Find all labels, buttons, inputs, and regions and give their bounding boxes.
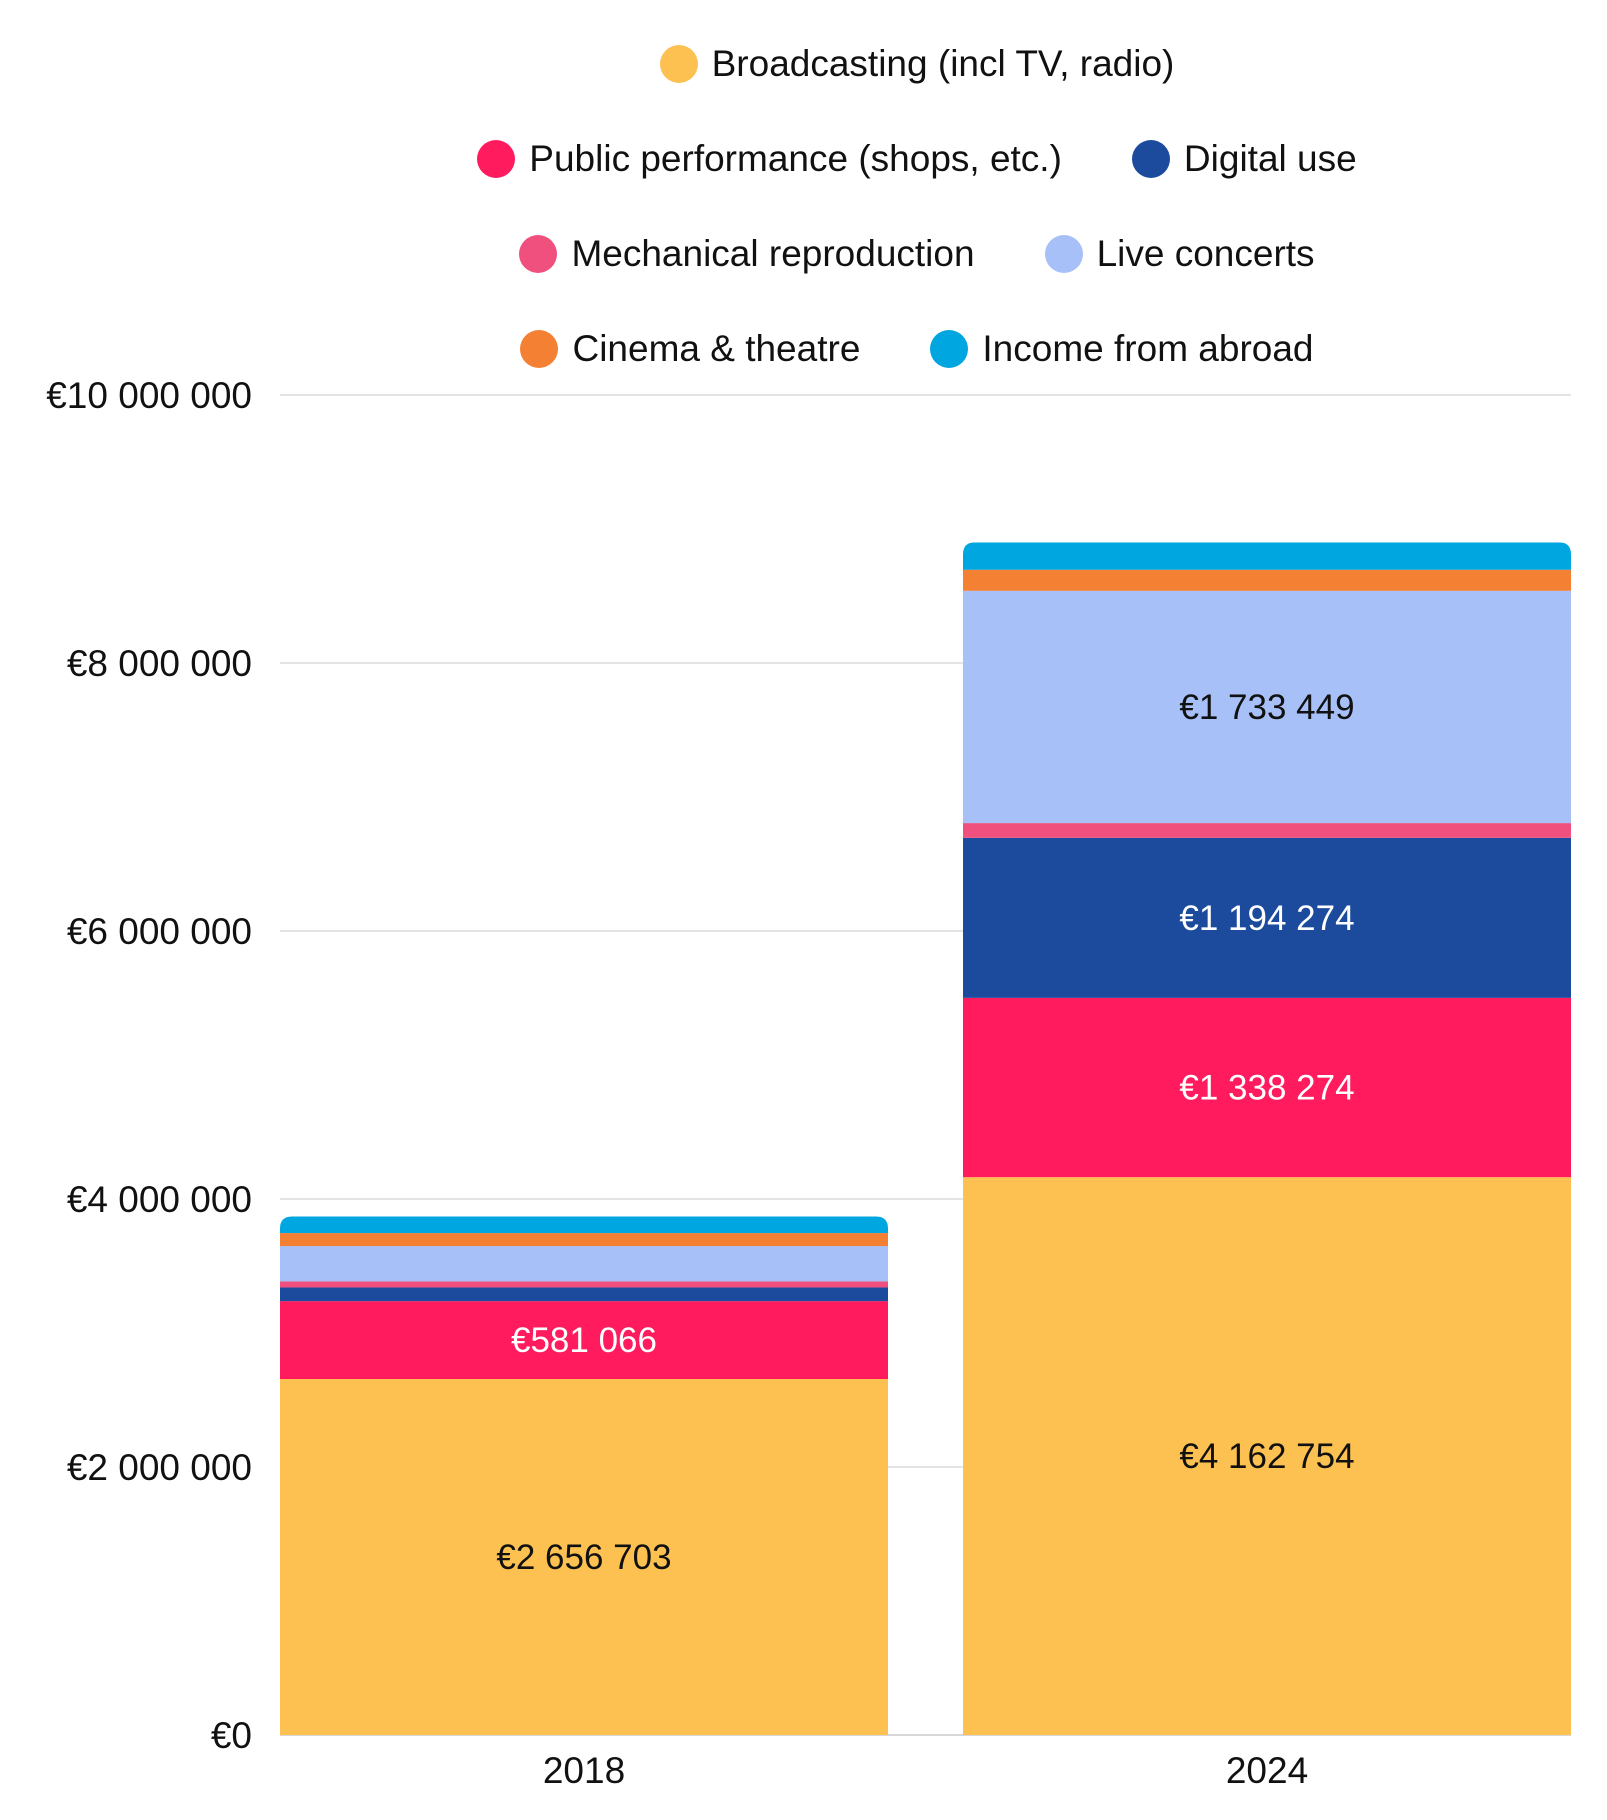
legend-label: Cinema & theatre	[572, 327, 861, 369]
bar-segment-2018-5[interactable]	[280, 1233, 888, 1247]
y-tick-label: €8 000 000	[67, 643, 252, 684]
legend-item-public-performance[interactable]: Public performance (shops, etc.)	[477, 138, 1062, 180]
bar-2018	[280, 1216, 888, 1735]
y-tick-label: €6 000 000	[67, 911, 252, 952]
legend-label: Public performance (shops, etc.)	[529, 137, 1062, 179]
legend-row: Mechanical reproduction Live concerts	[519, 206, 1315, 301]
data-label: €581 066	[511, 1321, 657, 1360]
legend-dot-icon	[1131, 139, 1170, 178]
data-label: €4 162 754	[1179, 1437, 1354, 1476]
bar-2024	[963, 542, 1571, 1735]
legend-item-live-concerts[interactable]: Live concerts	[1044, 232, 1315, 275]
legend-row: Broadcasting (incl TV, radio)	[659, 16, 1175, 111]
y-tick-label: €10 000 000	[46, 375, 252, 416]
x-tick-label: 2024	[1226, 1750, 1308, 1791]
legend-label: Live concerts	[1096, 232, 1315, 274]
legend-dot-icon	[477, 139, 516, 178]
legend-label: Digital use	[1183, 137, 1357, 179]
legend: Broadcasting (incl TV, radio) Public per…	[0, 16, 1607, 396]
bar-segment-2024-5[interactable]	[963, 569, 1571, 591]
legend-item-digital-use[interactable]: Digital use	[1131, 137, 1357, 180]
bar-segment-2018-2[interactable]	[280, 1287, 888, 1302]
bar-segment-2024-3[interactable]	[963, 823, 1571, 838]
bar-segment-2024-1[interactable]	[963, 997, 1571, 1178]
bar-segment-2018-1[interactable]	[280, 1301, 888, 1380]
legend-dot-icon	[930, 329, 969, 368]
bar-segment-2024-6[interactable]	[963, 542, 1571, 570]
legend-item-cinema[interactable]: Cinema & theatre	[520, 328, 860, 370]
data-label: €1 194 274	[1179, 899, 1354, 938]
bar-segment-2024-0[interactable]	[963, 1177, 1571, 1735]
legend-label: Income from abroad	[982, 327, 1314, 369]
legend-item-mechanical[interactable]: Mechanical reproduction	[519, 232, 975, 275]
bar-segment-2024-4[interactable]	[963, 590, 1571, 824]
legend-dot-icon	[659, 44, 698, 83]
data-label: €1 338 274	[1179, 1069, 1354, 1108]
y-tick-label: €0	[211, 1715, 252, 1756]
legend-row: Cinema & theatre Income from abroad	[520, 301, 1314, 396]
bar-segment-2018-6[interactable]	[280, 1216, 888, 1234]
y-tick-label: €4 000 000	[67, 1179, 252, 1220]
legend-dot-icon	[520, 329, 559, 368]
bar-segment-2018-4[interactable]	[280, 1246, 888, 1282]
legend-item-abroad[interactable]: Income from abroad	[930, 327, 1314, 370]
legend-label: Broadcasting (incl TV, radio)	[711, 42, 1175, 84]
legend-label: Mechanical reproduction	[571, 232, 975, 274]
bar-segment-2024-2[interactable]	[963, 837, 1571, 998]
legend-dot-icon	[1044, 234, 1083, 273]
bar-segment-2018-3[interactable]	[280, 1281, 888, 1288]
y-tick-label: €2 000 000	[67, 1447, 252, 1488]
data-label: €2 656 703	[496, 1538, 671, 1577]
legend-item-broadcasting[interactable]: Broadcasting (incl TV, radio)	[659, 42, 1175, 85]
data-label: €1 733 449	[1179, 688, 1354, 727]
x-tick-label: 2018	[543, 1750, 625, 1791]
bar-segment-2018-0[interactable]	[280, 1379, 888, 1735]
legend-row: Public performance (shops, etc.) Digital…	[477, 111, 1357, 206]
legend-dot-icon	[519, 234, 558, 273]
